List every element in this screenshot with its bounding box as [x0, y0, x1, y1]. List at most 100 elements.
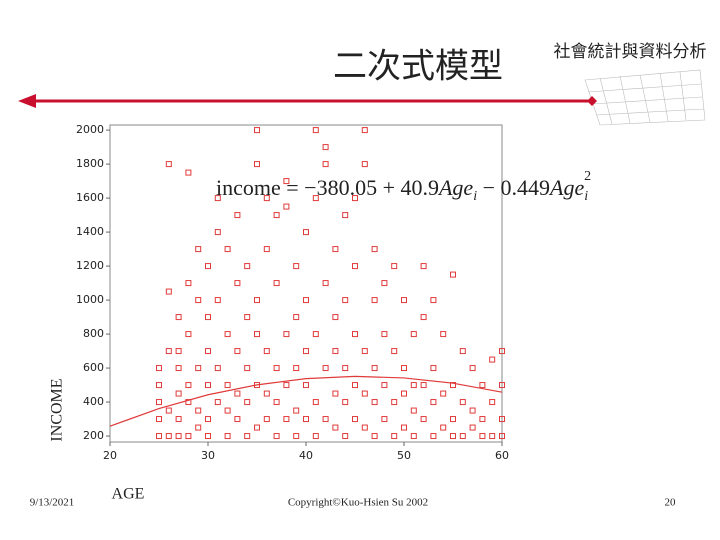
point	[332, 314, 339, 321]
y-axis-label: INCOME	[49, 378, 66, 441]
point	[234, 280, 241, 287]
x-tick-label: 30	[201, 449, 215, 462]
point	[479, 382, 486, 389]
point	[234, 212, 241, 219]
point	[273, 280, 280, 287]
point	[352, 416, 358, 423]
point	[283, 331, 290, 338]
decor-grid	[584, 69, 706, 126]
point	[391, 263, 398, 270]
point	[156, 399, 162, 406]
point	[224, 331, 231, 338]
slide-date: 9/13/2021	[30, 497, 75, 509]
point	[165, 348, 172, 355]
y-tick-label: 1200	[76, 259, 104, 272]
point	[224, 407, 231, 414]
point	[263, 416, 270, 423]
equation-part: Age	[548, 175, 584, 200]
equation-part: i	[584, 189, 588, 204]
y-tick-label: 1400	[76, 225, 104, 238]
point	[214, 365, 221, 372]
point	[391, 348, 398, 355]
point	[195, 407, 202, 414]
point	[224, 246, 231, 253]
slide-title: 二次式模型	[333, 47, 503, 87]
point	[283, 416, 290, 423]
point	[450, 271, 456, 278]
point	[195, 424, 202, 431]
point	[499, 348, 505, 355]
point	[489, 399, 496, 406]
point	[322, 144, 329, 151]
arrow-head	[18, 94, 36, 108]
y-tick-label: 1600	[76, 191, 104, 204]
point	[165, 433, 172, 440]
fit-curve	[109, 375, 503, 427]
point	[352, 382, 358, 389]
point	[450, 382, 456, 389]
y-tick-label: 1000	[76, 293, 104, 306]
point	[244, 365, 251, 372]
point	[469, 407, 476, 414]
point	[234, 390, 241, 397]
point	[185, 331, 192, 338]
point	[156, 365, 162, 372]
point	[185, 280, 192, 287]
point	[254, 424, 260, 431]
point	[273, 212, 280, 219]
point	[273, 399, 280, 406]
point	[156, 382, 162, 389]
point	[234, 416, 241, 423]
point	[293, 365, 300, 372]
point	[214, 195, 221, 202]
point	[195, 297, 202, 304]
point	[205, 382, 211, 389]
point	[312, 195, 319, 202]
point	[165, 288, 172, 295]
equation-part: income = −380.05 + 40.9	[216, 175, 439, 200]
point	[244, 314, 251, 321]
point	[293, 314, 300, 321]
point	[332, 390, 339, 397]
point	[254, 297, 260, 304]
point	[322, 280, 329, 287]
point	[332, 246, 339, 253]
point	[293, 407, 300, 414]
point	[459, 433, 466, 440]
point	[214, 229, 221, 236]
point	[371, 297, 378, 304]
point	[342, 297, 349, 304]
point	[430, 433, 437, 440]
point	[273, 433, 280, 440]
point	[175, 314, 182, 321]
point	[381, 280, 388, 287]
point	[165, 407, 172, 414]
point	[371, 433, 378, 440]
point	[381, 416, 388, 423]
page-number: 20	[665, 497, 677, 509]
equation-part: − 0.449	[477, 175, 550, 200]
equation-part: Age	[437, 175, 473, 200]
point	[283, 382, 290, 389]
point	[263, 195, 270, 202]
y-tick-label: 2000	[76, 123, 104, 136]
y-tick-label: 1800	[76, 157, 104, 170]
point	[381, 331, 388, 338]
point	[205, 263, 211, 270]
point	[420, 314, 427, 321]
point	[185, 399, 192, 406]
point	[371, 365, 378, 372]
point	[224, 382, 231, 389]
point	[303, 297, 309, 304]
point	[352, 331, 358, 338]
point	[165, 161, 172, 168]
point	[420, 416, 427, 423]
point	[352, 195, 358, 202]
point	[303, 348, 309, 355]
point	[322, 161, 329, 168]
point	[361, 390, 368, 397]
y-tick-label: 600	[83, 361, 104, 374]
point	[185, 433, 192, 440]
point	[499, 433, 505, 440]
